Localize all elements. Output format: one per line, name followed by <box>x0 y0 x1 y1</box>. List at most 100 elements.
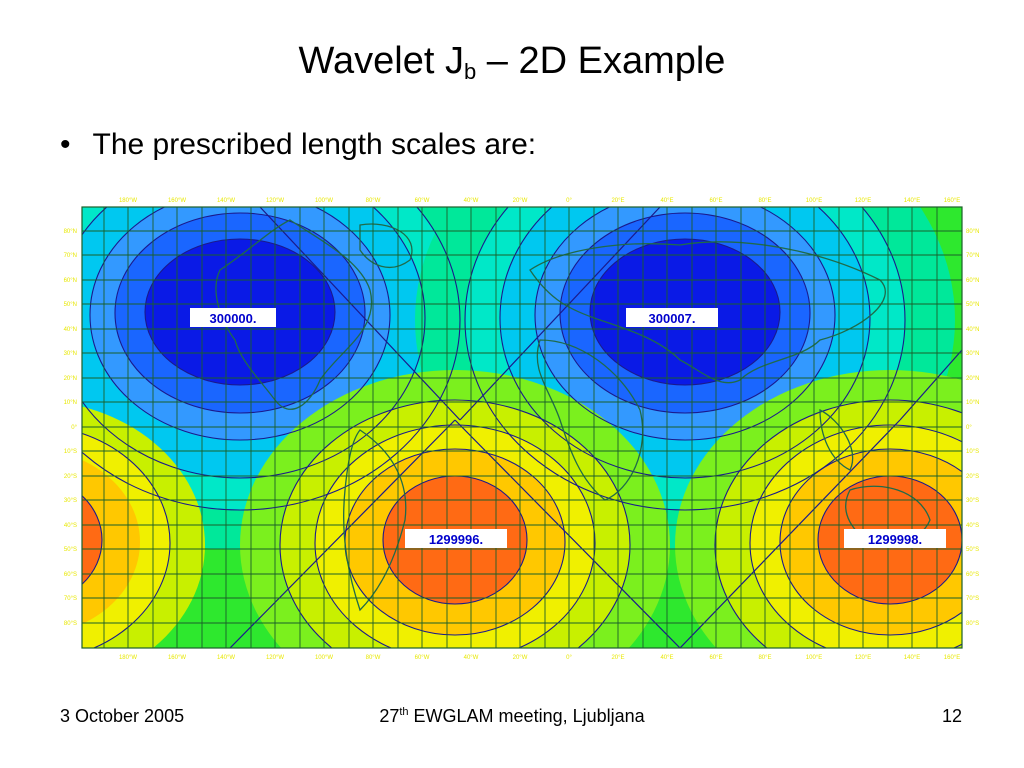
meeting-ordinal: th <box>399 706 409 718</box>
value-box <box>190 308 276 327</box>
lat-label-right: 40°S <box>966 523 979 529</box>
lon-label-top: 20°W <box>513 198 528 204</box>
lat-label-left: 20°N <box>64 376 77 382</box>
grid-lines <box>82 207 962 648</box>
lat-label-right: 60°S <box>966 572 979 578</box>
lon-label-bottom: 20°W <box>513 655 528 661</box>
coastlines <box>215 219 931 612</box>
lon-label-top: 40°W <box>464 198 479 204</box>
lon-label-top: 60°W <box>415 198 430 204</box>
footer-meeting: 27th EWGLAM meeting, Ljubljana <box>0 706 1024 727</box>
lat-label-right: 20°N <box>966 376 979 382</box>
lon-label-top: 80°E <box>758 198 771 204</box>
lat-label-right: 70°N <box>966 253 979 259</box>
value-label-south-right: 1299998. <box>868 532 922 547</box>
lat-label-left: 80°S <box>64 621 77 627</box>
lat-label-left: 10°S <box>64 449 77 455</box>
lon-label-top: 100°W <box>315 198 333 204</box>
lat-label-left: 70°S <box>64 596 77 602</box>
lon-label-top: 60°E <box>709 198 722 204</box>
value-label-south-center: 1299996. <box>429 532 483 547</box>
value-box <box>626 308 718 327</box>
lon-label-bottom: 60°W <box>415 655 430 661</box>
lon-label-bottom: 80°E <box>758 655 771 661</box>
lat-label-left: 10°N <box>64 400 77 406</box>
map-field <box>82 207 962 648</box>
value-box <box>844 529 946 548</box>
lon-label-bottom: 100°W <box>315 655 333 661</box>
meeting-name: EWGLAM meeting, Ljubljana <box>408 706 645 726</box>
value-labels: 300000. 300007. 1299996. 1299998. <box>190 308 946 548</box>
page-number: 12 <box>941 706 962 726</box>
value-box <box>405 529 507 548</box>
left-lat-labels: 80°N 70°N 60°N 50°N 40°N 30°N 20°N 10°N … <box>64 229 78 627</box>
lat-label-left: 80°N <box>64 229 77 235</box>
lon-label-top: 0° <box>566 198 572 204</box>
lon-label-top: 80°W <box>366 198 381 204</box>
footer-date: 3 October 2005 <box>60 706 185 726</box>
lat-label-right: 80°N <box>966 229 979 235</box>
lat-label-left: 0° <box>71 425 77 431</box>
lon-label-top: 160°W <box>168 198 186 204</box>
meeting-number: 27 <box>379 706 400 726</box>
lon-label-bottom: 180°W <box>119 655 137 661</box>
lat-label-left: 30°S <box>64 498 77 504</box>
lon-label-top: 140°W <box>217 198 235 204</box>
lat-label-right: 80°S <box>966 621 979 627</box>
bullet-item: • The prescribed length scales are: <box>60 128 536 162</box>
lat-label-right: 10°N <box>966 400 979 406</box>
lat-label-left: 50°S <box>64 547 77 553</box>
slide-title: Wavelet Jb – 2D Example <box>0 40 1024 85</box>
title-subscript: b <box>463 59 477 84</box>
lon-label-bottom: 60°E <box>709 655 722 661</box>
lon-label-bottom: 40°W <box>464 655 479 661</box>
lon-label-top: 120°W <box>266 198 284 204</box>
south-cell-left-edge <box>82 406 205 648</box>
lat-label-right: 30°N <box>966 351 979 357</box>
lon-label-top: 20°E <box>611 198 624 204</box>
lon-label-bottom: 160°W <box>168 655 186 661</box>
lat-label-left: 30°N <box>64 351 77 357</box>
lat-label-right: 20°S <box>966 474 979 480</box>
lon-label-bottom: 140°E <box>904 655 920 661</box>
lat-label-right: 10°S <box>966 449 979 455</box>
lon-label-bottom: 100°E <box>806 655 822 661</box>
saddle-lines <box>229 207 962 648</box>
lat-label-right: 50°S <box>966 547 979 553</box>
lon-label-top: 160°E <box>944 198 960 204</box>
lon-label-bottom: 120°E <box>855 655 871 661</box>
value-label-north-left: 300000. <box>210 311 257 326</box>
lat-label-left: 40°N <box>64 327 77 333</box>
lon-label-bottom: 140°W <box>217 655 235 661</box>
lat-label-left: 70°N <box>64 253 77 259</box>
lat-label-right: 40°N <box>966 327 979 333</box>
lat-label-right: 0° <box>966 425 972 431</box>
lat-label-right: 50°N <box>966 302 979 308</box>
lon-label-bottom: 20°E <box>611 655 624 661</box>
title-rest: – 2D Example <box>476 40 726 82</box>
lon-label-bottom: 160°E <box>944 655 960 661</box>
length-scale-map: 180°W 160°W 140°W 120°W 100°W 80°W 60°W … <box>64 198 980 661</box>
title-main: Wavelet J <box>298 40 464 82</box>
lon-label-top: 40°E <box>660 198 673 204</box>
bullet-text: The prescribed length scales are: <box>92 128 537 161</box>
bottom-lon-labels: 180°W 160°W 140°W 120°W 100°W 80°W 60°W … <box>119 655 960 661</box>
lon-label-bottom: 120°W <box>266 655 284 661</box>
lat-label-left: 60°N <box>64 278 77 284</box>
lat-label-right: 60°N <box>966 278 979 284</box>
lon-label-bottom: 40°E <box>660 655 673 661</box>
lon-label-top: 140°E <box>904 198 920 204</box>
lat-label-left: 60°S <box>64 572 77 578</box>
lat-label-right: 30°S <box>966 498 979 504</box>
contour-lines <box>82 207 962 648</box>
value-label-north-right: 300007. <box>649 311 696 326</box>
lon-label-bottom: 80°W <box>366 655 381 661</box>
lon-label-top: 100°E <box>806 198 822 204</box>
map-frame <box>81 206 963 649</box>
lat-label-left: 20°S <box>64 474 77 480</box>
lon-label-bottom: 0° <box>566 655 572 661</box>
bullet-marker: • <box>60 128 71 161</box>
lat-label-right: 70°S <box>966 596 979 602</box>
top-lon-labels: 180°W 160°W 140°W 120°W 100°W 80°W 60°W … <box>119 198 960 204</box>
right-lat-labels: 80°N 70°N 60°N 50°N 40°N 30°N 20°N 10°N … <box>966 229 979 627</box>
